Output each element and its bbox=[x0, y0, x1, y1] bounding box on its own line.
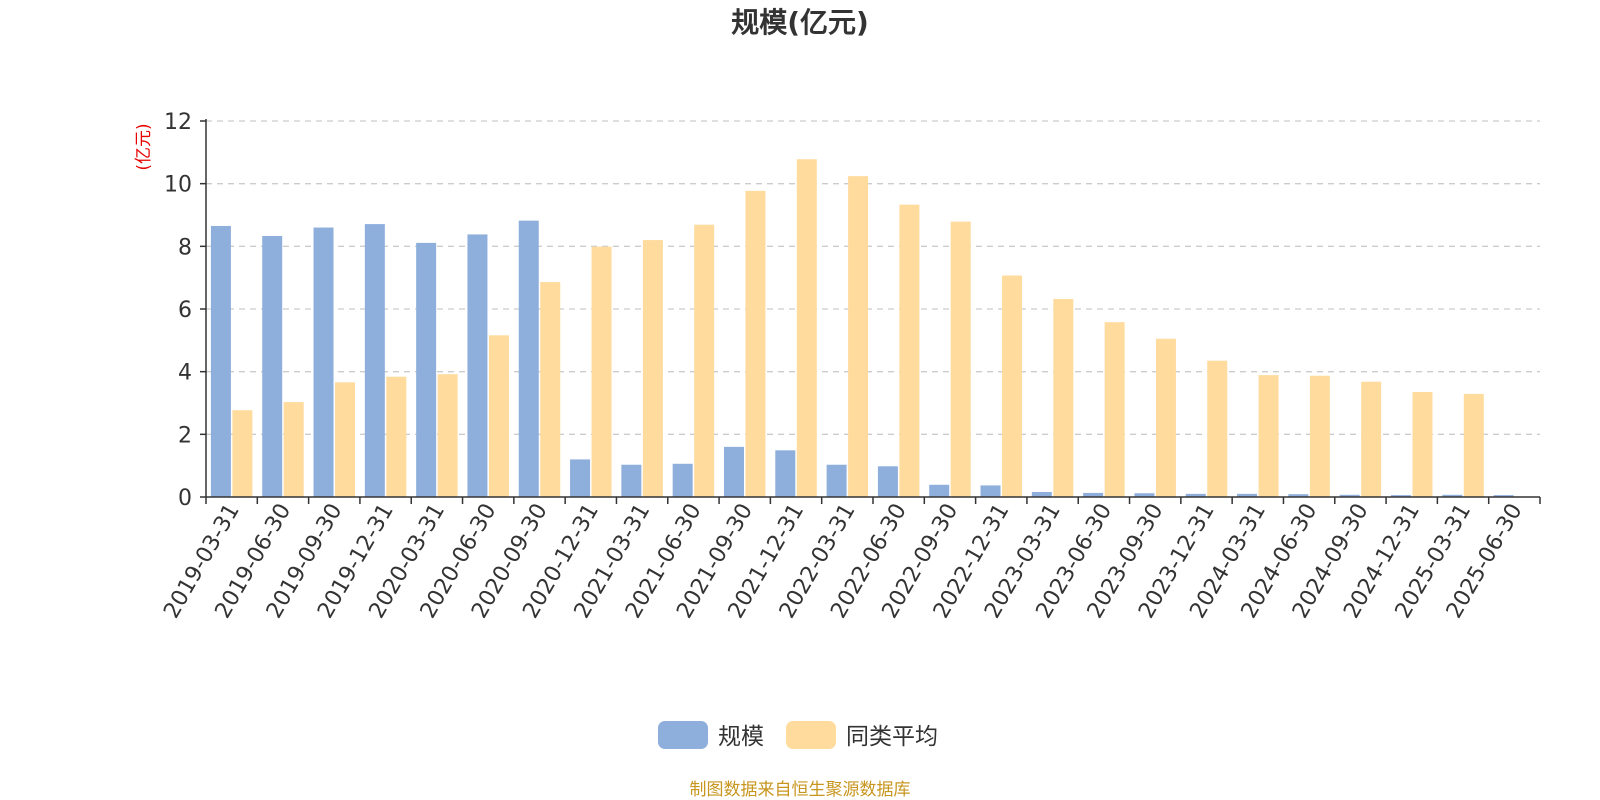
bar-peer-average bbox=[1207, 360, 1228, 497]
bar-scale bbox=[1237, 493, 1258, 497]
y-tick-label: 0 bbox=[178, 486, 192, 511]
bar-peer-average bbox=[1258, 375, 1279, 497]
legend-swatch bbox=[658, 721, 708, 749]
bar-peer-average bbox=[1053, 298, 1074, 497]
bar-peer-average bbox=[1463, 393, 1484, 497]
bar-peer-average bbox=[694, 224, 715, 498]
bar-scale bbox=[1442, 494, 1463, 497]
legend-label: 同类平均 bbox=[846, 724, 938, 750]
bar-scale bbox=[518, 220, 539, 497]
bars bbox=[210, 159, 1514, 498]
bar-peer-average bbox=[1361, 381, 1382, 497]
y-tick-label: 6 bbox=[178, 298, 192, 323]
chart-title: 规模(亿元) bbox=[731, 6, 869, 39]
y-tick-label: 4 bbox=[178, 361, 192, 386]
bar-peer-average bbox=[899, 204, 920, 497]
bar-peer-average bbox=[1412, 392, 1433, 497]
legend-swatch bbox=[786, 721, 836, 749]
bar-peer-average bbox=[642, 240, 663, 498]
bar-peer-average bbox=[1002, 275, 1023, 497]
bar-peer-average bbox=[950, 221, 971, 497]
legend-label: 规模 bbox=[718, 724, 764, 750]
x-tick-labels: 2019-03-312019-06-302019-09-302019-12-31… bbox=[159, 500, 1527, 623]
y-axis-unit-label: (亿元) bbox=[134, 123, 154, 170]
bar-peer-average bbox=[437, 374, 458, 497]
bar-peer-average bbox=[745, 190, 766, 497]
bar-scale bbox=[672, 463, 693, 497]
source-note: 制图数据来自恒生聚源数据库 bbox=[690, 780, 911, 800]
axes bbox=[200, 119, 1541, 504]
bar-scale bbox=[723, 446, 744, 497]
bar-scale bbox=[416, 242, 437, 497]
bar-scale bbox=[980, 485, 1001, 497]
bar-scale bbox=[775, 450, 796, 497]
bar-scale bbox=[1134, 493, 1155, 497]
bar-scale bbox=[1288, 494, 1309, 497]
bar-peer-average bbox=[335, 382, 356, 497]
bar-peer-average bbox=[1104, 322, 1125, 497]
bar-scale bbox=[1390, 495, 1411, 497]
bar-peer-average bbox=[386, 376, 407, 497]
bar-scale bbox=[570, 459, 591, 497]
bar-scale bbox=[313, 227, 334, 498]
y-tick-label: 12 bbox=[164, 110, 192, 135]
bar-peer-average bbox=[1155, 338, 1176, 497]
bar-scale bbox=[1493, 495, 1514, 497]
bar-scale bbox=[1339, 494, 1360, 497]
bar-peer-average bbox=[283, 402, 304, 497]
bar-scale bbox=[1083, 492, 1104, 497]
bar-scale bbox=[210, 225, 231, 497]
bar-scale bbox=[826, 464, 847, 497]
bar-peer-average bbox=[1309, 375, 1330, 497]
bar-scale bbox=[364, 224, 385, 497]
bar-scale bbox=[1185, 493, 1206, 497]
bar-peer-average bbox=[796, 159, 817, 497]
bar-scale bbox=[1031, 491, 1052, 497]
y-tick-labels: 0 2 4 6 8 10 12 bbox=[164, 110, 192, 511]
bar-peer-average bbox=[848, 176, 869, 497]
bar-peer-average bbox=[591, 246, 612, 497]
bar-peer-average bbox=[488, 335, 509, 497]
y-tick-label: 10 bbox=[164, 173, 192, 198]
bar-scale bbox=[929, 484, 950, 497]
bar-scale bbox=[877, 466, 898, 497]
bar-scale bbox=[621, 464, 642, 497]
legend: 规模 同类平均 bbox=[658, 721, 938, 750]
y-tick-label: 2 bbox=[178, 423, 192, 448]
bar-scale bbox=[467, 234, 488, 497]
y-tick-label: 8 bbox=[178, 235, 192, 260]
bar-peer-average bbox=[232, 410, 253, 497]
bar-peer-average bbox=[540, 282, 561, 497]
bar-scale bbox=[262, 235, 283, 497]
